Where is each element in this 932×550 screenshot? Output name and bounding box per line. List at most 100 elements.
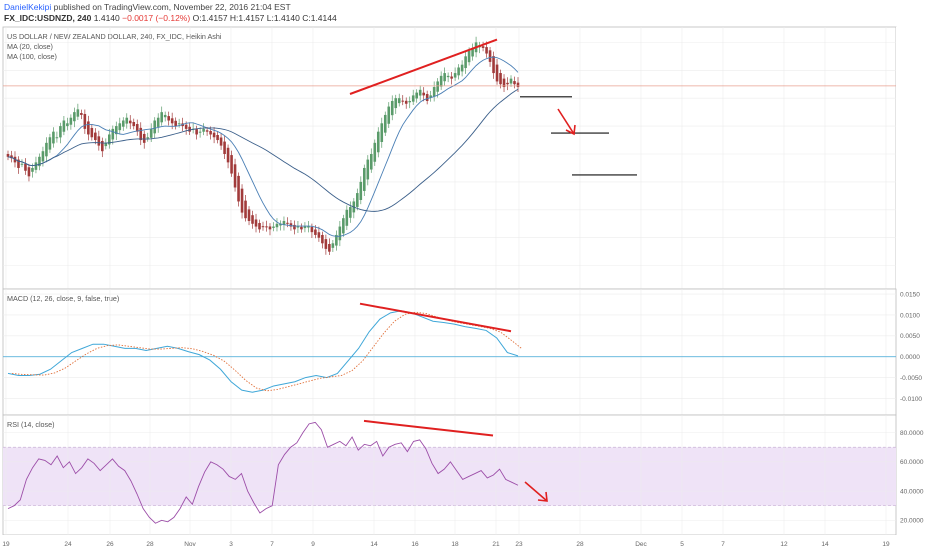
candle-body [177,123,181,125]
candle-body [233,164,237,188]
candle-body [153,120,157,134]
rsi-down-arrow [524,481,548,502]
trendline-resistance [349,38,498,95]
candle-body [376,131,380,153]
rsi-y-tick: 20.0000 [900,518,924,525]
x-tick: 24 [64,541,72,548]
candle-body [307,226,310,228]
x-tick: 19 [2,541,10,548]
candle-body [17,159,20,168]
candle-body [380,123,384,142]
candle-body [24,163,27,171]
rsi-y-tick: 40.0000 [900,488,924,495]
candle-body [254,219,258,227]
macd-y-tick: 0.0000 [900,354,920,361]
author-link[interactable]: DanielKekipi [4,2,52,12]
rsi-line [7,421,519,524]
candle-body [10,155,13,159]
candle-body [387,106,391,124]
candle-body [31,167,34,172]
candle-body [457,67,460,76]
candle-body [401,100,405,102]
candle-body [335,234,338,246]
ma20-line [7,56,519,237]
x-tick: 7 [270,541,274,548]
x-tick: 26 [106,541,114,548]
candle-body [48,137,52,150]
candle-body [230,155,233,174]
candle-body [83,113,87,129]
candle-body [495,64,499,82]
rsi-pane[interactable]: RSI (14, close) 80.0000 60.0000 40.0000 20.… [2,414,924,536]
rsi-divergence-line [363,419,494,437]
candle-body [453,73,457,78]
x-tick: 3 [229,541,233,548]
candle-body [104,142,108,147]
candle-body [59,126,62,138]
candle-body [111,128,115,140]
candle-body [139,127,143,141]
candle-body [289,223,293,227]
x-tick: 16 [411,541,419,548]
price-scale[interactable] [896,27,932,289]
candle-body [132,121,136,127]
candle-body [244,200,247,219]
macd-pane[interactable]: MACD (12, 26, close, 9, false, true) 0.0… [2,288,922,416]
candle-body [237,175,240,202]
published-info: published on TradingView.com, November 2… [53,2,291,12]
candle-body [275,223,279,228]
candle-body [167,116,170,121]
down-arrow [557,108,575,135]
macd-divergence-line [359,302,512,333]
candle-body [97,136,101,146]
time-axis[interactable]: 19 24 26 28 Nov 3 7 9 14 16 18 21 23 28 Dec 5 7 12 14 19 [0,535,932,550]
candle-body [45,142,48,157]
candle-body [369,154,373,170]
candle-body [464,56,467,69]
rsi-y-tick: 60.0000 [900,459,924,466]
candle-body [317,232,321,238]
candle-body [174,120,177,127]
x-tick: Dec [635,541,647,548]
candle-body [450,76,453,79]
candle-body [38,156,41,167]
macd-y-tick: 0.0150 [900,291,920,298]
candle-body [6,154,10,157]
candle-body [160,112,163,123]
x-tick: Nov [184,541,196,548]
candle-body [55,137,59,139]
candle-body [300,226,303,230]
candle-body [265,226,268,228]
candle-body [321,234,324,244]
candle-body [41,151,45,162]
candle-body [62,120,66,132]
candle-body [73,112,76,122]
candle-body [202,128,205,132]
candle-body [184,124,188,129]
candle-body [66,123,69,127]
candle-series [6,36,520,256]
candle-body [293,224,296,230]
ma20-legend: MA (20, close) [7,42,53,51]
x-tick: 28 [576,541,584,548]
ohlc-label: O:1.4157 H:1.4157 L:1.4140 C:1.4144 [192,13,337,23]
symbol-label: FX_IDC:USDNZD, 240 [4,13,92,23]
candle-body [90,127,94,138]
chart-area[interactable]: US DOLLAR / NEW ZEALAND DOLLAR, 240, FX_… [0,24,932,550]
candle-body [76,109,80,117]
candle-body [223,141,226,154]
candle-body [282,220,286,225]
macd-y-tick: -0.0050 [900,375,922,382]
candle-body [509,78,513,84]
ma100-legend: MA (100, close) [7,52,57,61]
candle-body [279,223,282,226]
ma100-line [7,88,519,212]
candle-body [94,132,97,141]
candle-body [331,243,335,248]
candle-body [296,226,300,228]
main-pane[interactable]: US DOLLAR / NEW ZEALAND DOLLAR, 240, FX_… [2,26,927,290]
x-tick: 21 [492,541,500,548]
candle-body [87,121,90,135]
candle-body [432,87,436,97]
candle-body [108,134,111,145]
